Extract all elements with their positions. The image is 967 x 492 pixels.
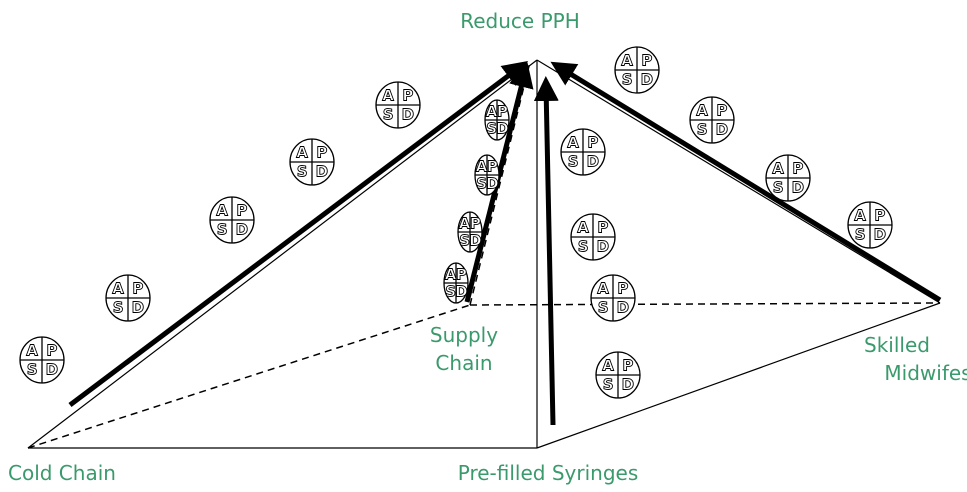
cycle-letter: D (316, 163, 328, 181)
cycle-letter: P (497, 103, 508, 121)
cycle-letter: S (445, 282, 456, 300)
cycle-letter: A (854, 206, 866, 224)
cycle-letter: S (476, 174, 487, 192)
pdsa-cycle: A PS D (289, 138, 335, 186)
pdsa-cycle: A PS D (689, 96, 735, 144)
pdsa-cycle: A PS D (474, 154, 500, 196)
pdsa-cycle: A PS D (209, 196, 255, 244)
cycle-letter: A (445, 266, 457, 284)
node-label: Skilled (864, 333, 930, 357)
cycle-letter: P (236, 201, 247, 219)
cycle-letter: A (296, 143, 308, 161)
cycle-letter: S (568, 153, 579, 171)
cycle-letter: P (316, 143, 327, 161)
pyramid (27, 59, 941, 449)
goal-label: Reduce PPH (460, 9, 580, 33)
cycle-letter: S (486, 119, 497, 137)
cycle-letter: D (455, 282, 467, 300)
pdsa-cycle: A PS D (847, 201, 893, 249)
cycle-letter: P (716, 101, 727, 119)
cycle-letter: S (217, 221, 228, 239)
cycle-letter: S (459, 231, 470, 249)
cycle-letter: D (236, 221, 248, 239)
pdsa-cycle: A PS D (595, 351, 641, 399)
cycle-letter: D (597, 238, 609, 256)
cycle-letter: D (496, 119, 508, 137)
cycle-letter: P (456, 266, 467, 284)
cycle-letter: S (297, 163, 308, 181)
cycle-letter: A (621, 51, 633, 69)
cycle-letter: P (487, 158, 498, 176)
cycle-letter: S (855, 226, 866, 244)
cycle-letter: A (476, 158, 488, 176)
cycle-letter: D (874, 226, 886, 244)
cycle-letter: D (587, 153, 599, 171)
cycle-letter: P (132, 279, 143, 297)
cycle-letter: D (132, 299, 144, 317)
cycle-letter: A (216, 201, 228, 219)
pdsa-cycle: A PS D (457, 211, 483, 253)
pdsa-cycle: A PS D (105, 274, 151, 322)
cycle-letter: D (641, 71, 653, 89)
pdsa-cycles: A PS DA PS DA PS DA PS DA PS DA PS DA PS DA PS DA PS DA PS D… (19, 46, 893, 399)
cycle-letter: S (113, 299, 124, 317)
pdsa-cycle: A PS D (443, 262, 469, 304)
cycle-letter: P (622, 356, 633, 374)
pdsa-cycle: A PS D (484, 99, 510, 141)
cycle-letter: S (598, 299, 609, 317)
cycle-letter: A (459, 215, 471, 233)
cycle-letter: P (46, 341, 57, 359)
cycle-letter: P (617, 279, 628, 297)
pdsa-cycle: A PS D (570, 213, 616, 261)
pdsa-cycle: A PS D (765, 154, 811, 202)
cycle-letter: D (402, 106, 414, 124)
cycle-letter: S (697, 121, 708, 139)
cycle-letter: A (772, 159, 784, 177)
cycle-letter: A (26, 341, 38, 359)
pdsa-cycle: A PS D (614, 46, 660, 94)
cycle-letter: P (587, 133, 598, 151)
pdsa-cycle: A PS D (19, 336, 65, 384)
node-label: Pre-filled Syringes (458, 461, 639, 485)
node-label: Chain (435, 351, 492, 375)
cycle-letter: S (27, 361, 38, 379)
pdsa-cycle: A PS D (560, 128, 606, 176)
cycle-letter: A (112, 279, 124, 297)
cycle-letter: P (792, 159, 803, 177)
cycle-letter: D (716, 121, 728, 139)
node-label: Midwifes (884, 361, 967, 385)
cycle-letter: P (641, 51, 652, 69)
cycle-letter: S (773, 179, 784, 197)
cycle-letter: A (577, 218, 589, 236)
cycle-letter: P (470, 215, 481, 233)
cycle-letter: A (597, 279, 609, 297)
cycle-letter: S (603, 376, 614, 394)
cycle-letter: A (696, 101, 708, 119)
cycle-letter: P (402, 86, 413, 104)
pdsa-cycle: A PS D (375, 81, 421, 129)
cycle-letter: D (486, 174, 498, 192)
cycle-letter: S (622, 71, 633, 89)
cycle-letter: D (622, 376, 634, 394)
cycle-letter: A (567, 133, 579, 151)
cycle-letter: D (792, 179, 804, 197)
node-label: Supply (430, 323, 498, 347)
pdsa-cycle: A PS D (590, 274, 636, 322)
cycle-letter: S (578, 238, 589, 256)
node-label: Cold Chain (8, 461, 116, 485)
cycle-letter: A (602, 356, 614, 374)
cycle-letter: P (597, 218, 608, 236)
cycle-letter: S (383, 106, 394, 124)
cycle-letter: D (469, 231, 481, 249)
cycle-letter: P (874, 206, 885, 224)
cycle-letter: D (617, 299, 629, 317)
cycle-letter: D (46, 361, 58, 379)
cycle-letter: A (382, 86, 394, 104)
cycle-letter: A (486, 103, 498, 121)
